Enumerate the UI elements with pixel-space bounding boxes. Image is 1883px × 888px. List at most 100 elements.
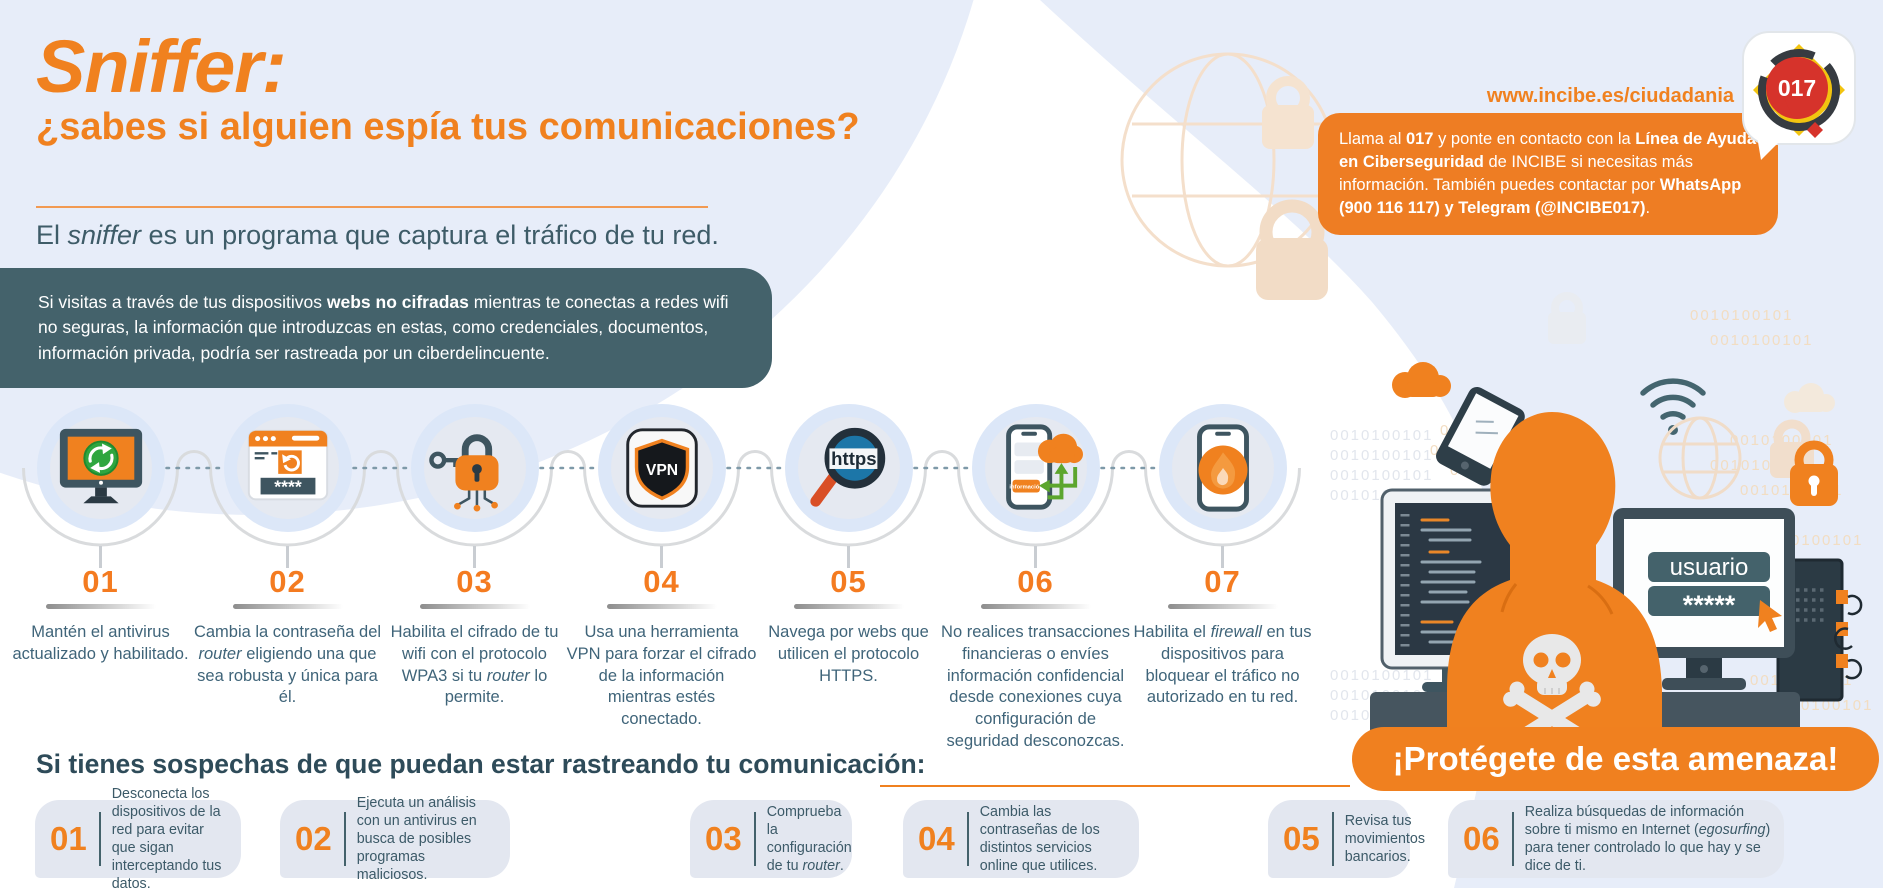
helpline-contact-box: Llama al 017 y ponte en contacto con la …: [1318, 113, 1778, 236]
page-subtitle: ¿sabes si alguien espía tus comunicacion…: [36, 106, 860, 148]
suspects-heading: Si tienes sospechas de que puedan estar …: [36, 749, 926, 779]
suspect-item-1-number: 01: [50, 820, 87, 857]
password-value: *****: [1683, 590, 1736, 620]
suspect-item-2: 02 Ejecuta un análisis con un antivirus …: [280, 795, 510, 883]
svg-text:https: https: [831, 448, 876, 469]
https-magnifier-icon: https: [809, 427, 885, 507]
step-3: 03 Habilita el cifrado de tu wifi con el…: [381, 390, 568, 753]
svg-text:VPN: VPN: [645, 462, 677, 479]
divider: [966, 812, 969, 866]
lead-text: El sniffer es un programa que captura el…: [36, 220, 719, 250]
step-6-number: 06: [1017, 564, 1054, 599]
antivirus-monitor-icon: [59, 428, 142, 504]
login-monitor: usuario *****: [1613, 508, 1795, 690]
step-6-text: No realices transacciones financieras o …: [941, 623, 1130, 750]
suspect-item-2-number: 02: [295, 820, 332, 857]
divider: [98, 812, 101, 866]
suspect-item-6: 06 Realiza búsquedas de información sobr…: [1448, 800, 1784, 878]
warning-box: Si visitas a través de tus dispositivos …: [0, 268, 772, 389]
page-title: Sniffer:: [36, 25, 287, 108]
badge-tail: [1757, 136, 1783, 160]
suspect-item-3-number: 03: [705, 820, 742, 857]
step-1-number: 01: [82, 564, 119, 599]
suspect-item-5-text: Revisa tus movimientos bancarios.: [1344, 812, 1425, 866]
step-4-text: Usa una herramienta VPN para forzar el c…: [566, 623, 757, 729]
badge-bubble: [1766, 57, 1828, 119]
step-7-dash: [1167, 604, 1278, 609]
svg-text:0010100101: 0010100101: [1330, 427, 1433, 444]
svg-text:0010100101: 0010100101: [1330, 667, 1433, 684]
lock-icon: [1548, 292, 1586, 344]
step-3-number: 03: [456, 564, 493, 599]
firewall-phone-icon: [1196, 424, 1249, 512]
step-1: 01 Mantén el antivirus actualizado y hab…: [7, 390, 194, 753]
svg-text:información: información: [1009, 485, 1043, 491]
svg-text:0010100101: 0010100101: [1690, 307, 1793, 324]
suspect-item-4-text: Cambia las contraseñas de los distintos …: [979, 803, 1100, 875]
svg-text:0010100101: 0010100101: [1330, 467, 1433, 484]
suspect-item-4-number: 04: [918, 820, 955, 857]
step-5: https 05 Navega por webs que utilicen el…: [755, 390, 942, 753]
cursor-icon: [1758, 600, 1782, 632]
divider: [753, 812, 756, 866]
vpn-shield-icon: VPN: [625, 428, 698, 508]
svg-text:0010100101: 0010100101: [1710, 332, 1813, 349]
hacker-illustration: 0010100101 0010100101 0010100101 0010100…: [1330, 292, 1871, 735]
suspect-item-6-number: 06: [1463, 820, 1500, 857]
suspect-item-4: 04 Cambia las contraseñas de los distint…: [903, 800, 1139, 878]
step-7-text: Habilita el firewall en tus dispositivos…: [1133, 623, 1312, 707]
suspect-item-3-text: Comprueba la configuración de tu router.: [766, 803, 852, 875]
svg-text:0010100101: 0010100101: [1330, 447, 1433, 464]
step-5-circle: https: [784, 404, 913, 532]
step-7-number: 07: [1204, 564, 1241, 599]
badge-ring: [1758, 49, 1840, 131]
phone-cloud-transfer-icon: información: [1005, 424, 1083, 510]
step-3-dash: [419, 604, 530, 609]
tablet-icon: [1436, 387, 1525, 486]
protection-steps: 01 Mantén el antivirus actualizado y hab…: [7, 390, 1316, 753]
title-divider: [36, 206, 708, 208]
suspect-item-1-text: Desconecta los dispositivos de la red pa…: [111, 785, 222, 888]
step-1-circle: [36, 404, 165, 532]
step-4: VPN 04 Usa una herramienta VPN para forz…: [566, 390, 757, 753]
step-4-number: 04: [643, 564, 680, 599]
suspect-item-3: 03 Comprueba la configuración de tu rout…: [690, 800, 852, 878]
divider: [1331, 812, 1334, 866]
protect-banner: ¡Protégete de esta amenaza!: [1352, 727, 1879, 791]
suspect-item-2-text: Ejecuta un análisis con un antivirus en …: [356, 794, 477, 884]
step-5-dash: [793, 604, 904, 609]
step-2-circle: ****: [223, 404, 352, 532]
step-1-dash: [45, 604, 156, 609]
cloud-icon: [1784, 383, 1835, 413]
step-6-circle: información: [971, 404, 1100, 532]
lock-icon: [1256, 199, 1328, 300]
username-field[interactable]: [1648, 552, 1770, 582]
globe-icon: [1658, 416, 1742, 500]
step-7: 07 Habilita el firewall en tus dispositi…: [1129, 390, 1316, 753]
step-2-dash: [232, 604, 343, 609]
divider: [343, 812, 346, 866]
suspect-item-5-number: 05: [1283, 820, 1320, 857]
step-4-circle: VPN: [597, 404, 726, 532]
hacker-hoodie: [1447, 412, 1662, 735]
suspects-heading-rule: [880, 785, 1350, 787]
step-6: información 06 No realices transacciones…: [941, 390, 1130, 753]
suspect-item-6-text: Realiza búsquedas de información sobre t…: [1524, 803, 1771, 875]
suspect-item-5: 05 Revisa tus movimientos bancarios.: [1268, 800, 1425, 878]
step-6-dash: [980, 604, 1091, 609]
incibe-url[interactable]: www.incibe.es/ciudadania: [1486, 85, 1734, 107]
lock-icon: [1262, 76, 1314, 149]
cloud-icon: [1392, 362, 1451, 398]
divider: [1511, 812, 1514, 866]
step-2: **** 02 Cambia la contraseña del router …: [194, 390, 381, 753]
step-3-circle: [410, 404, 539, 532]
wifi-encryption-lock-icon: [428, 434, 498, 512]
step-5-number: 05: [830, 564, 867, 599]
svg-text:****: ****: [274, 476, 302, 496]
password-field[interactable]: [1648, 586, 1770, 616]
suspect-item-1: 01 Desconecta los dispositivos de la red…: [35, 786, 241, 888]
router-password-icon: ****: [247, 429, 328, 501]
step-2-number: 02: [269, 564, 306, 599]
lock-icon: [1790, 440, 1838, 506]
step-5-text: Navega por webs que utilicen el protocol…: [768, 623, 929, 685]
